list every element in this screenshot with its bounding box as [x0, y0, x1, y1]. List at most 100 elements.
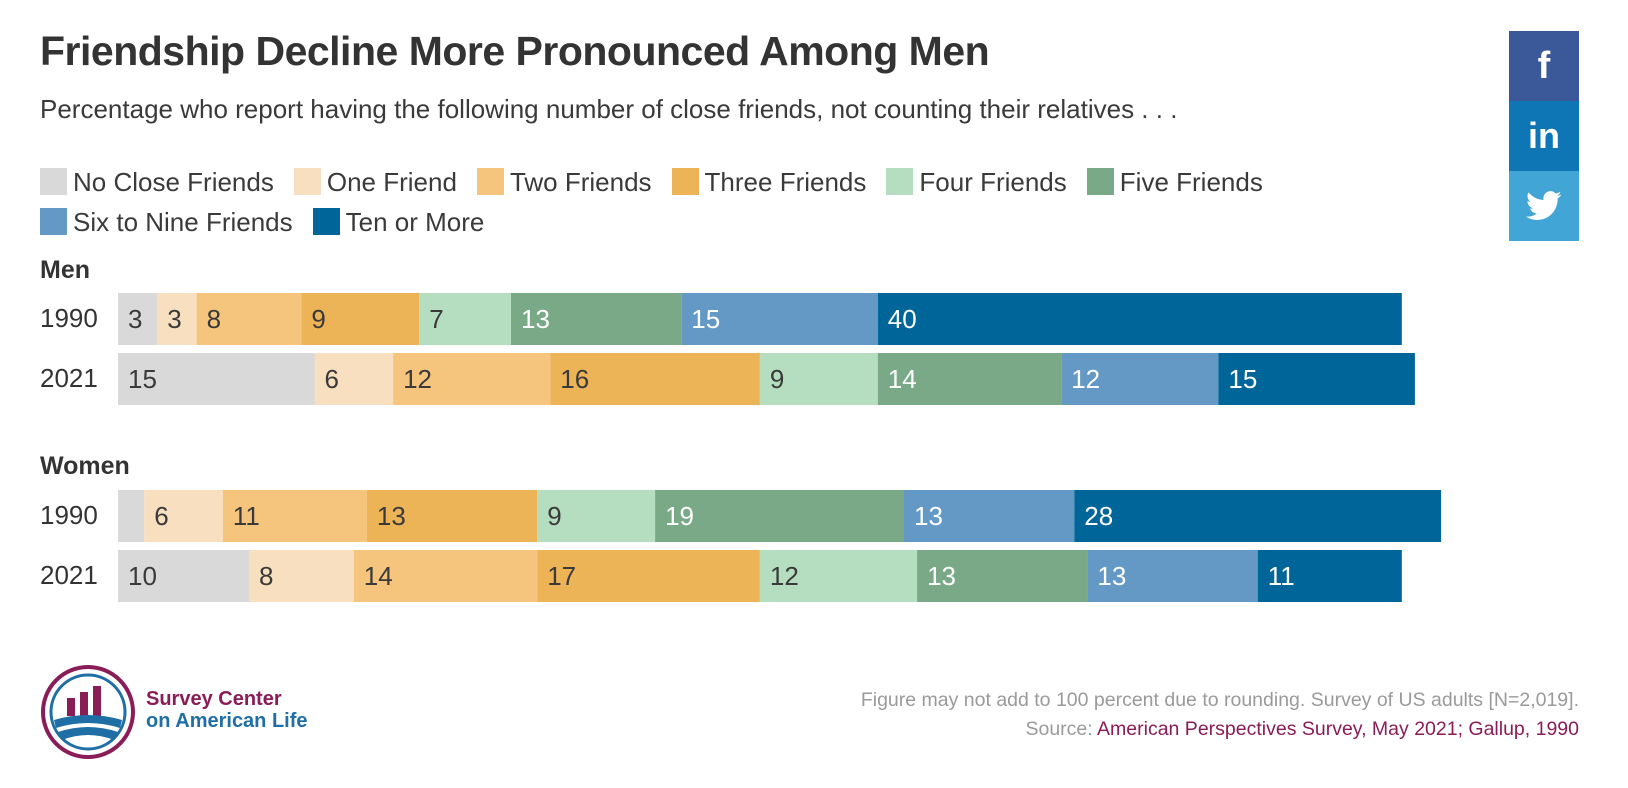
chart-title: Friendship Decline More Pronounced Among…	[40, 28, 990, 74]
legend-label: Five Friends	[1119, 167, 1263, 197]
bar-segment-women-2021-one-friend	[249, 550, 354, 602]
data-label: 3	[167, 304, 181, 334]
linkedin-icon: in	[1528, 115, 1560, 156]
legend-item-three-friends: Three Friends	[671, 162, 867, 202]
data-label: 12	[1071, 364, 1100, 394]
legend-item-four-friends: Four Friends	[886, 162, 1067, 202]
data-label: 13	[377, 501, 406, 531]
group-label-women: Women	[40, 452, 130, 480]
data-label: 7	[429, 304, 443, 334]
legend-item-one-friend: One Friend	[293, 162, 457, 202]
chart-subtitle: Percentage who report having the followi…	[40, 94, 1178, 124]
data-label: 10	[128, 561, 157, 591]
legend-label: Two Friends	[509, 167, 652, 197]
legend-label: No Close Friends	[73, 167, 274, 197]
logo-wordmark: Survey Center on American Life	[146, 688, 308, 732]
legend-label: Three Friends	[704, 167, 867, 197]
twitter-share-button[interactable]	[1509, 171, 1579, 241]
bar-segment-men-1990-ten-or-more	[877, 293, 1402, 345]
bar-segment-women-2021-no-close-friends	[118, 550, 249, 602]
footnote-source: Source: American Perspectives Survey, Ma…	[861, 715, 1579, 744]
bar-segment-women-1990-no-close-friends	[118, 490, 145, 542]
data-label: 13	[914, 501, 943, 531]
legend-swatch	[312, 208, 340, 235]
bar-segment-women-2021-four-friends	[759, 550, 918, 602]
data-label: 9	[770, 364, 784, 394]
bar-segment-men-1990-two-friends	[196, 293, 302, 345]
data-label: 12	[770, 561, 799, 591]
data-label: 6	[325, 364, 339, 394]
data-label: 28	[1084, 501, 1113, 531]
bar-segment-men-2021-five-friends	[877, 353, 1062, 405]
legend-swatch	[476, 168, 504, 195]
bar-segment-women-1990-two-friends	[222, 490, 367, 542]
twitter-icon	[1526, 191, 1562, 220]
legend-label: Six to Nine Friends	[73, 207, 293, 237]
bar-segment-men-1990-six-to-nine-friends	[681, 293, 878, 345]
legend-swatch	[40, 208, 67, 235]
chart-legend: No Close Friends One Friend Two Friends Thr…	[40, 162, 1480, 242]
bar-segment-men-2021-two-friends	[393, 353, 551, 405]
linkedin-share-button[interactable]: in	[1509, 101, 1579, 171]
bar-segment-women-2021-six-to-nine-friends	[1087, 550, 1258, 602]
legend-swatch	[293, 168, 321, 195]
bar-segment-women-1990-three-friends	[366, 490, 538, 542]
bar-segment-women-2021-five-friends	[917, 550, 1088, 602]
bar-segment-men-1990-one-friend	[157, 293, 197, 345]
group-label-men: Men	[40, 256, 90, 284]
legend-label: One Friend	[326, 167, 457, 197]
legend-item-ten-or-more: Ten or More	[312, 202, 485, 242]
bar-segment-men-2021-ten-or-more	[1218, 353, 1415, 405]
legend-swatch	[886, 168, 914, 195]
data-label: 11	[1268, 561, 1295, 591]
data-label: 19	[665, 501, 694, 531]
facebook-icon: f	[1537, 44, 1551, 87]
year-label-women-1990: 1990	[40, 500, 98, 530]
year-label-women-2021: 2021	[40, 560, 98, 590]
data-label: 11	[233, 501, 260, 531]
bar-segment-men-1990-three-friends	[301, 293, 420, 345]
bar-segment-men-1990-five-friends	[511, 293, 682, 345]
bar-segment-women-2021-three-friends	[537, 550, 760, 602]
data-label: 15	[1228, 364, 1257, 394]
social-share-bar: f in	[1509, 31, 1579, 241]
source-link[interactable]: American Perspectives Survey, May 2021; …	[1097, 718, 1579, 740]
data-label: 17	[547, 561, 576, 591]
data-label: 8	[259, 561, 273, 591]
year-label-men-2021: 2021	[40, 363, 98, 393]
data-label: 40	[888, 304, 917, 334]
bar-segment-men-2021-three-friends	[550, 353, 760, 405]
bar-segment-men-1990-no-close-friends	[118, 293, 158, 345]
data-label: 15	[128, 364, 157, 394]
legend-swatch	[1086, 168, 1114, 195]
bar-segment-women-1990-five-friends	[655, 490, 904, 542]
source-prefix: Source:	[1025, 718, 1098, 740]
bar-segment-men-2021-no-close-friends	[118, 353, 315, 405]
footnote: Figure may not add to 100 percent due to…	[861, 686, 1579, 744]
data-label: 13	[927, 561, 956, 591]
data-label: 13	[521, 304, 550, 334]
data-label: 3	[128, 304, 142, 334]
legend-label: Four Friends	[919, 167, 1067, 197]
legend-label: Ten or More	[345, 207, 485, 237]
legend-item-five-friends: Five Friends	[1086, 162, 1263, 202]
bar-segment-men-1990-four-friends	[419, 293, 511, 345]
data-label: 13	[1097, 561, 1126, 591]
bar-segment-women-1990-ten-or-more	[1074, 490, 1442, 542]
data-label: 12	[403, 364, 432, 394]
data-label: 15	[691, 304, 720, 334]
facebook-share-button[interactable]: f	[1509, 31, 1579, 101]
legend-swatch	[40, 168, 67, 195]
bar-segment-women-2021-ten-or-more	[1257, 550, 1402, 602]
data-label: 14	[364, 561, 393, 591]
legend-item-no-close-friends: No Close Friends	[40, 162, 274, 202]
data-label: 9	[311, 304, 325, 334]
data-label: 6	[154, 501, 168, 531]
bar-segment-women-1990-six-to-nine-friends	[904, 490, 1075, 542]
bar-segment-men-2021-four-friends	[759, 353, 878, 405]
legend-item-six-to-nine-friends: Six to Nine Friends	[40, 202, 293, 242]
legend-item-two-friends: Two Friends	[476, 162, 652, 202]
logo-line-1: Survey Center	[146, 688, 282, 710]
survey-center-logo-icon	[41, 665, 135, 759]
